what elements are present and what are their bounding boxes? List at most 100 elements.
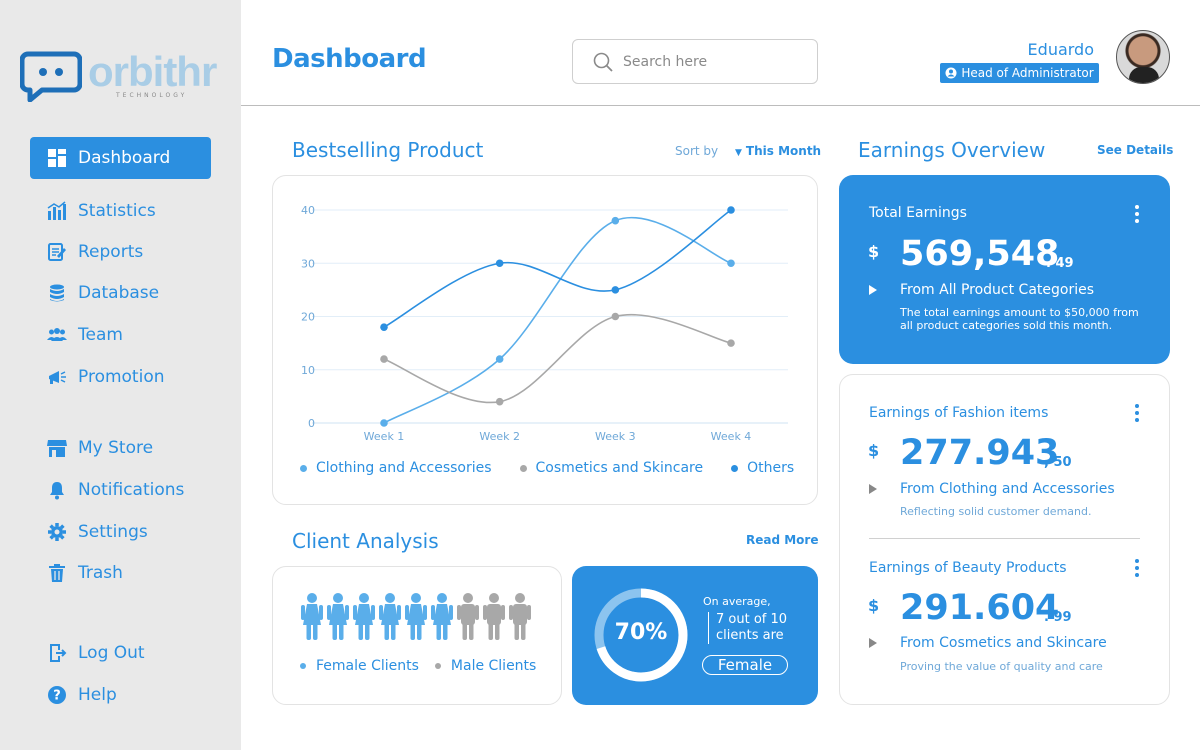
female-figure-icon	[300, 593, 324, 645]
sort-by-label: Sort by	[675, 144, 719, 158]
sidebar-item-label: Promotion	[78, 367, 165, 387]
legend-item-female[interactable]: Female Clients	[300, 658, 419, 674]
percent-value: 70%	[614, 620, 668, 645]
sidebar-item-label: Database	[78, 283, 160, 303]
average-line-1: 7 out of 10	[716, 612, 788, 627]
more-options-icon[interactable]	[1135, 205, 1139, 226]
x-tick-label: Week 4	[711, 430, 752, 443]
fashion-earnings-label: Earnings of Fashion items	[869, 405, 1049, 421]
legend-label: Male Clients	[450, 658, 537, 674]
gender-pill: Female	[702, 655, 788, 675]
sidebar: orbithr TECHNOLOGY Dashboard Statistics …	[0, 0, 241, 750]
logout-icon	[46, 642, 68, 664]
legend-item-male[interactable]: Male Clients	[434, 658, 537, 674]
sidebar-item-reports[interactable]: Reports	[30, 231, 211, 273]
data-point-1	[380, 355, 388, 363]
fashion-earnings-cents: , 50	[1044, 455, 1072, 470]
total-earnings-cents: . 49	[1046, 256, 1074, 271]
currency-symbol: $	[868, 242, 880, 261]
sort-dropdown[interactable]: ▼ This Month	[735, 144, 821, 158]
sidebar-item-label: Settings	[78, 522, 148, 542]
beauty-earnings-source: From Cosmetics and Skincare	[900, 635, 1107, 651]
sidebar-item-label: Dashboard	[78, 148, 171, 168]
client-percent-card	[572, 566, 818, 705]
sidebar-item-label: Notifications	[78, 480, 185, 500]
sidebar-item-team[interactable]: Team	[30, 314, 211, 356]
series-line-0	[383, 216, 732, 424]
legend-label: Cosmetics and Skincare	[535, 460, 704, 476]
sidebar-item-label: Team	[78, 325, 123, 345]
legend-dot	[434, 663, 441, 669]
header-divider	[241, 105, 1200, 106]
x-tick-label: Week 3	[595, 430, 636, 443]
female-figure-icon	[404, 593, 428, 645]
more-options-icon[interactable]	[1135, 404, 1139, 425]
female-figure-icon	[430, 593, 454, 645]
data-point-2	[611, 286, 620, 294]
data-point-2	[495, 259, 504, 268]
female-figure-icon	[326, 593, 350, 645]
sidebar-item-label: Statistics	[78, 201, 156, 221]
user-name[interactable]: Eduardo	[1027, 40, 1094, 59]
fashion-earnings-amount: 277.943	[900, 433, 1060, 473]
legend-item-others[interactable]: Others	[731, 460, 794, 476]
help-icon: ?	[46, 684, 68, 706]
legend-item-clothing[interactable]: Clothing and Accessories	[300, 460, 492, 476]
currency-symbol: $	[868, 596, 880, 615]
brand-name: orbithr	[88, 48, 217, 95]
x-tick-label: Week 2	[479, 430, 520, 443]
avatar[interactable]	[1116, 30, 1170, 84]
search-input[interactable]	[623, 53, 803, 70]
document-icon	[46, 241, 68, 263]
data-point-0	[495, 355, 504, 363]
bestselling-line-chart: 0 10 20 30 40 Week 1 Week 2 Week 3 Week 4	[301, 204, 788, 443]
legend-item-cosmetics[interactable]: Cosmetics and Skincare	[519, 460, 704, 476]
see-details-link[interactable]: See Details	[1097, 143, 1174, 157]
svg-text:?: ?	[53, 689, 61, 704]
category-earnings-card	[839, 374, 1170, 705]
sidebar-item-dashboard[interactable]: Dashboard	[30, 137, 211, 179]
bar-chart-icon	[46, 200, 68, 222]
brand-logo[interactable]: orbithr TECHNOLOGY	[20, 48, 235, 110]
sidebar-item-my-store[interactable]: My Store	[30, 427, 211, 469]
search-icon	[593, 52, 613, 72]
y-tick-label: 10	[301, 364, 315, 377]
caret-down-icon: ▼	[735, 148, 742, 158]
beauty-earnings-cents: . 99	[1044, 610, 1072, 625]
sidebar-item-promotion[interactable]: Promotion	[30, 356, 211, 398]
sidebar-item-notifications[interactable]: Notifications	[30, 469, 211, 511]
currency-symbol: $	[868, 441, 880, 460]
average-caption: On average,	[703, 595, 771, 608]
read-more-link[interactable]: Read More	[746, 533, 819, 547]
bestselling-title: Bestselling Product	[292, 138, 484, 162]
sidebar-item-label: Help	[78, 685, 117, 705]
sidebar-item-trash[interactable]: Trash	[30, 552, 211, 594]
client-analysis-title: Client Analysis	[292, 529, 439, 553]
sidebar-item-settings[interactable]: Settings	[30, 511, 211, 553]
search-box[interactable]	[572, 39, 818, 84]
chat-bubble-icon	[20, 51, 82, 102]
total-earnings-description: The total earnings amount to $50,000 fro…	[900, 306, 1139, 332]
sidebar-item-label: My Store	[78, 438, 154, 458]
sidebar-item-log-out[interactable]: Log Out	[30, 632, 211, 674]
y-tick-label: 0	[308, 417, 315, 430]
data-point-0	[611, 216, 620, 225]
legend-label: Clothing and Accessories	[316, 460, 492, 476]
series-line-2	[383, 209, 732, 328]
sidebar-item-statistics[interactable]: Statistics	[30, 190, 211, 232]
beauty-earnings-amount: 291.604	[900, 588, 1060, 628]
total-earnings-card	[839, 175, 1170, 364]
male-figure-icon	[508, 593, 532, 645]
legend-dot	[300, 464, 307, 472]
play-icon	[869, 285, 877, 295]
fashion-earnings-description: Reflecting solid customer demand.	[900, 505, 1092, 518]
female-figure-icon	[378, 593, 402, 645]
client-legend: Female Clients Male Clients	[300, 658, 536, 674]
sidebar-item-help[interactable]: ? Help	[30, 674, 211, 716]
more-options-icon[interactable]	[1135, 559, 1139, 580]
sidebar-item-database[interactable]: Database	[30, 272, 211, 314]
legend-dot	[731, 464, 739, 472]
user-role-badge: Head of Administrator	[940, 63, 1099, 83]
legend-label: Others	[747, 460, 795, 476]
megaphone-icon	[46, 366, 68, 388]
